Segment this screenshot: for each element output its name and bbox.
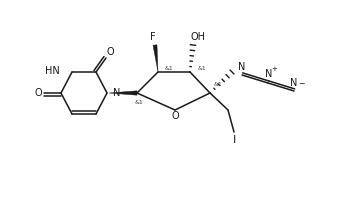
Text: &1: &1 xyxy=(214,82,222,88)
Text: N: N xyxy=(113,88,120,98)
Text: N: N xyxy=(265,69,273,79)
Text: I: I xyxy=(233,135,237,145)
Text: &1: &1 xyxy=(165,66,173,71)
Polygon shape xyxy=(109,91,137,95)
Text: N: N xyxy=(238,62,246,72)
Text: O: O xyxy=(171,111,179,121)
Polygon shape xyxy=(153,45,158,72)
Text: &1: &1 xyxy=(198,66,206,71)
Text: N: N xyxy=(290,78,298,88)
Text: F: F xyxy=(150,32,156,42)
Text: O: O xyxy=(106,47,114,57)
Text: HN: HN xyxy=(45,66,60,76)
Text: &1: &1 xyxy=(135,100,143,106)
Text: OH: OH xyxy=(190,32,206,42)
Text: −: − xyxy=(298,79,304,88)
Text: +: + xyxy=(271,66,277,72)
Text: O: O xyxy=(34,88,42,98)
